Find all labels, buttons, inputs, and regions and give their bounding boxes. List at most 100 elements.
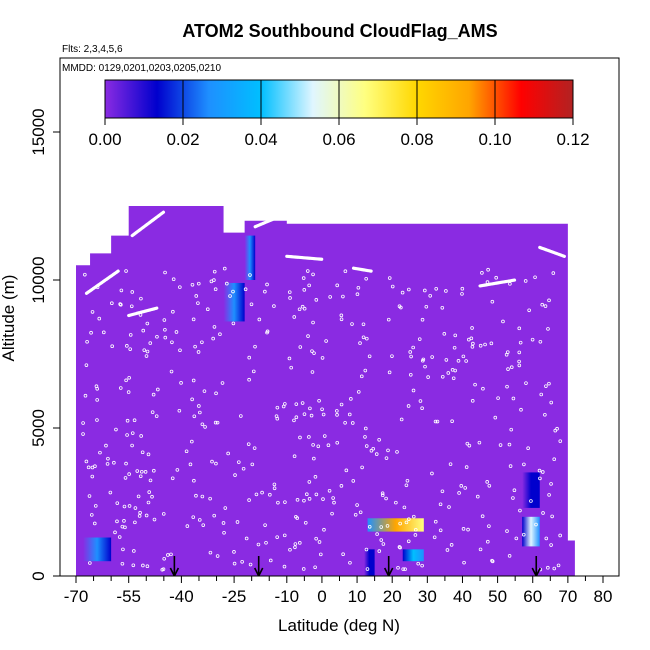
sample-marker	[322, 527, 326, 532]
sample-marker	[546, 327, 550, 331]
sample-marker	[412, 514, 416, 519]
sample-marker	[517, 363, 522, 368]
sample-marker	[470, 345, 475, 349]
sample-marker	[395, 450, 399, 454]
sample-marker	[517, 350, 522, 355]
cloud-patch	[83, 537, 112, 562]
sample-marker	[384, 496, 388, 501]
sample-marker	[538, 339, 543, 344]
sample-marker	[547, 381, 551, 386]
sample-marker	[133, 506, 138, 510]
sample-marker	[367, 524, 372, 529]
sample-marker	[556, 563, 561, 568]
sample-marker	[547, 298, 551, 303]
sample-marker	[251, 369, 256, 374]
sample-marker	[486, 539, 490, 544]
sample-marker	[287, 356, 292, 361]
sample-marker	[254, 492, 259, 497]
sample-marker	[148, 478, 153, 483]
sample-marker	[353, 512, 358, 517]
sample-marker	[249, 302, 254, 307]
sample-marker	[293, 545, 297, 550]
sample-marker	[85, 339, 89, 344]
sample-marker	[105, 462, 110, 466]
sample-marker	[314, 492, 319, 497]
sample-marker	[522, 462, 526, 467]
sample-marker	[119, 288, 124, 293]
sample-marker	[110, 344, 114, 348]
sample-marker	[141, 328, 146, 333]
sample-marker	[555, 426, 559, 431]
sample-marker	[301, 276, 306, 280]
sample-marker	[112, 460, 116, 465]
sample-marker	[272, 486, 277, 491]
sample-marker	[239, 414, 243, 418]
sample-marker	[365, 567, 370, 571]
sample-marker	[129, 304, 134, 309]
sample-marker	[490, 559, 495, 564]
sample-marker	[438, 502, 443, 507]
sample-marker	[471, 341, 475, 346]
sample-marker	[314, 298, 319, 302]
sample-marker	[496, 396, 500, 400]
colorbar-tick-label: 0.10	[478, 130, 511, 149]
sample-marker	[350, 322, 354, 326]
sample-marker	[540, 470, 545, 474]
sample-marker	[316, 444, 321, 449]
sample-marker	[374, 452, 379, 456]
sample-marker	[396, 565, 400, 570]
sample-marker	[212, 278, 216, 282]
flight-track-segment	[130, 210, 166, 238]
sample-marker	[125, 344, 129, 348]
sample-marker	[480, 271, 484, 275]
sample-marker	[300, 304, 305, 309]
sample-marker	[127, 472, 131, 476]
sample-marker	[549, 543, 553, 547]
sample-marker	[364, 547, 369, 552]
sample-marker	[379, 525, 384, 529]
sample-marker	[83, 272, 87, 277]
sample-marker	[190, 397, 194, 402]
x-tick-label: -70	[64, 587, 89, 606]
sample-marker	[444, 289, 448, 293]
flight-track-segment	[127, 306, 159, 318]
sample-marker	[113, 530, 117, 535]
sample-marker	[244, 536, 249, 541]
sample-marker	[233, 473, 237, 477]
sample-marker	[263, 523, 267, 527]
sample-marker	[445, 548, 450, 552]
sample-marker	[208, 550, 213, 555]
sample-marker	[141, 563, 145, 568]
sample-marker	[332, 500, 336, 505]
sample-marker	[300, 401, 305, 405]
sample-marker	[397, 545, 402, 549]
sample-marker	[477, 440, 482, 445]
sample-marker	[124, 269, 128, 273]
x-tick-label: 60	[523, 587, 542, 606]
heatmap-background	[76, 206, 575, 576]
sample-marker	[543, 304, 548, 308]
sample-marker	[175, 468, 180, 472]
x-tick-label: 70	[558, 587, 577, 606]
colorbar-tick-label: 0.04	[244, 130, 277, 149]
sample-marker	[264, 540, 268, 545]
sample-marker	[208, 496, 212, 501]
sample-marker	[260, 490, 264, 495]
sample-marker	[90, 465, 95, 470]
sample-marker	[190, 439, 194, 444]
sample-marker	[467, 443, 472, 448]
sample-marker	[231, 321, 236, 326]
sample-marker	[494, 275, 498, 280]
sample-marker	[426, 375, 430, 379]
sample-marker	[517, 359, 521, 364]
cloud-patch	[402, 549, 424, 562]
sample-marker	[289, 365, 293, 370]
sample-marker	[335, 413, 339, 417]
sample-marker	[125, 418, 130, 423]
sample-marker	[257, 317, 262, 322]
sample-marker	[130, 443, 134, 448]
flight-track-segment	[478, 278, 517, 288]
sample-marker	[123, 476, 128, 480]
colorbar-tick-label: 0.08	[400, 130, 433, 149]
